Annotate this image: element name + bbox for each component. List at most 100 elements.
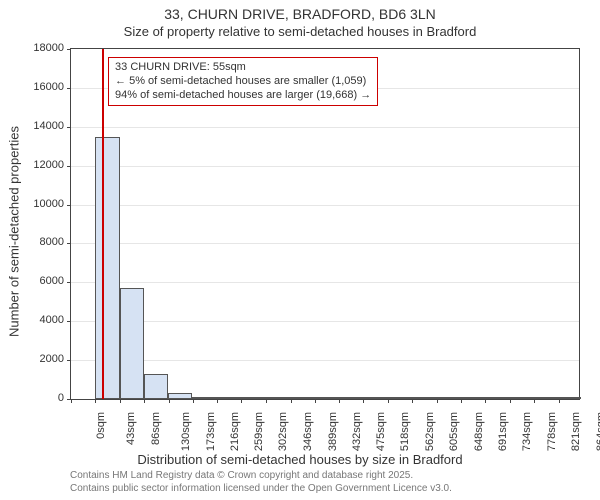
x-tick-label: 864sqm bbox=[595, 412, 600, 451]
x-axis-title: Distribution of semi-detached houses by … bbox=[0, 452, 600, 467]
x-tick-mark bbox=[485, 399, 486, 403]
x-tick-mark bbox=[534, 399, 535, 403]
gridline bbox=[71, 282, 579, 283]
x-tick-mark bbox=[339, 399, 340, 403]
histogram-bar bbox=[120, 288, 144, 399]
y-tick-mark bbox=[67, 166, 71, 167]
annotation-box: 33 CHURN DRIVE: 55sqm← 5% of semi-detach… bbox=[108, 57, 378, 106]
histogram-bar bbox=[411, 397, 435, 399]
histogram-bar bbox=[95, 137, 119, 400]
x-tick-label: 259sqm bbox=[253, 412, 265, 451]
x-tick-mark bbox=[169, 399, 170, 403]
gridline bbox=[71, 166, 579, 167]
x-tick-mark bbox=[266, 399, 267, 403]
x-tick-mark bbox=[71, 399, 72, 403]
histogram-bar bbox=[289, 397, 313, 399]
histogram-bar bbox=[508, 397, 532, 399]
histogram-bar bbox=[556, 397, 580, 399]
x-tick-label: 86sqm bbox=[150, 412, 162, 445]
footer-line-1: Contains HM Land Registry data © Crown c… bbox=[70, 470, 452, 483]
x-tick-label: 432sqm bbox=[351, 412, 363, 451]
x-tick-mark bbox=[461, 399, 462, 403]
histogram-bar bbox=[532, 397, 556, 399]
x-tick-mark bbox=[510, 399, 511, 403]
plot-area: 33 CHURN DRIVE: 55sqm← 5% of semi-detach… bbox=[70, 48, 580, 400]
x-tick-mark bbox=[217, 399, 218, 403]
y-tick-label: 10000 bbox=[4, 198, 64, 210]
x-tick-label: 130sqm bbox=[181, 412, 193, 451]
x-tick-label: 173sqm bbox=[205, 412, 217, 451]
x-tick-label: 778sqm bbox=[546, 412, 558, 451]
x-tick-mark bbox=[412, 399, 413, 403]
x-tick-mark bbox=[193, 399, 194, 403]
y-tick-mark bbox=[67, 88, 71, 89]
y-tick-label: 0 bbox=[4, 392, 64, 404]
x-tick-mark bbox=[363, 399, 364, 403]
x-tick-mark bbox=[559, 399, 560, 403]
histogram-bar bbox=[192, 397, 216, 399]
histogram-bar bbox=[241, 397, 265, 399]
histogram-bar bbox=[168, 393, 192, 399]
histogram-bar bbox=[484, 397, 508, 399]
y-tick-label: 18000 bbox=[4, 42, 64, 54]
x-tick-label: 691sqm bbox=[497, 412, 509, 451]
gridline bbox=[71, 321, 579, 322]
x-tick-mark bbox=[144, 399, 145, 403]
histogram-bar bbox=[435, 397, 459, 399]
x-tick-label: 648sqm bbox=[473, 412, 485, 451]
x-tick-mark bbox=[437, 399, 438, 403]
histogram-bar bbox=[314, 397, 338, 399]
y-tick-label: 14000 bbox=[4, 120, 64, 132]
y-tick-label: 6000 bbox=[4, 275, 64, 287]
y-tick-mark bbox=[67, 127, 71, 128]
histogram-bar bbox=[144, 374, 168, 399]
y-tick-mark bbox=[67, 49, 71, 50]
x-tick-mark bbox=[120, 399, 121, 403]
y-tick-mark bbox=[67, 282, 71, 283]
x-tick-label: 605sqm bbox=[449, 412, 461, 451]
x-tick-label: 302sqm bbox=[278, 412, 290, 451]
x-tick-mark bbox=[388, 399, 389, 403]
x-tick-label: 734sqm bbox=[521, 412, 533, 451]
y-tick-label: 16000 bbox=[4, 81, 64, 93]
histogram-bar bbox=[217, 397, 241, 399]
y-tick-mark bbox=[67, 360, 71, 361]
histogram-bar bbox=[387, 397, 411, 399]
x-tick-mark bbox=[315, 399, 316, 403]
x-tick-label: 389sqm bbox=[327, 412, 339, 451]
x-tick-label: 346sqm bbox=[302, 412, 314, 451]
chart-title-main: 33, CHURN DRIVE, BRADFORD, BD6 3LN bbox=[0, 6, 600, 22]
x-tick-mark bbox=[291, 399, 292, 403]
gridline bbox=[71, 360, 579, 361]
x-tick-label: 821sqm bbox=[571, 412, 583, 451]
x-tick-label: 475sqm bbox=[375, 412, 387, 451]
gridline bbox=[71, 205, 579, 206]
x-tick-label: 43sqm bbox=[125, 412, 137, 445]
x-tick-label: 0sqm bbox=[95, 412, 107, 439]
gridline bbox=[71, 243, 579, 244]
y-tick-label: 8000 bbox=[4, 236, 64, 248]
histogram-bar bbox=[459, 397, 483, 399]
gridline bbox=[71, 127, 579, 128]
y-tick-label: 4000 bbox=[4, 314, 64, 326]
property-marker-line bbox=[102, 49, 104, 399]
footer-line-2: Contains public sector information licen… bbox=[70, 483, 452, 496]
y-tick-mark bbox=[67, 321, 71, 322]
x-tick-label: 216sqm bbox=[229, 412, 241, 451]
chart-container: 33, CHURN DRIVE, BRADFORD, BD6 3LN Size … bbox=[0, 0, 600, 500]
y-tick-label: 12000 bbox=[4, 159, 64, 171]
histogram-bar bbox=[265, 397, 289, 399]
annotation-line: ← 5% of semi-detached houses are smaller… bbox=[115, 75, 371, 89]
annotation-line: 33 CHURN DRIVE: 55sqm bbox=[115, 61, 371, 75]
y-tick-mark bbox=[67, 243, 71, 244]
y-tick-mark bbox=[67, 205, 71, 206]
annotation-line: 94% of semi-detached houses are larger (… bbox=[115, 89, 371, 103]
x-tick-label: 518sqm bbox=[400, 412, 412, 451]
histogram-bar bbox=[338, 397, 362, 399]
chart-title-sub: Size of property relative to semi-detach… bbox=[0, 24, 600, 39]
histogram-bar bbox=[362, 397, 386, 399]
x-tick-mark bbox=[241, 399, 242, 403]
x-tick-mark bbox=[95, 399, 96, 403]
attribution-footer: Contains HM Land Registry data © Crown c… bbox=[70, 470, 452, 495]
y-tick-label: 2000 bbox=[4, 353, 64, 365]
